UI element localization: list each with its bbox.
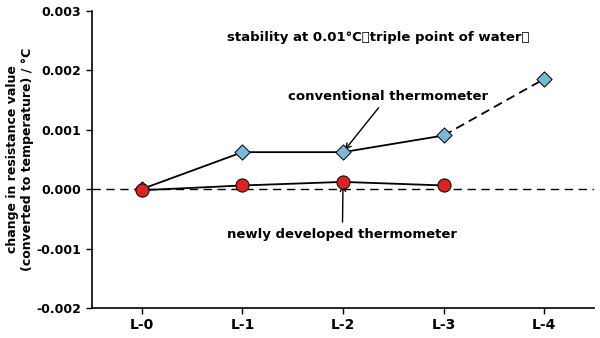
- Point: [439, 133, 448, 138]
- Point: [137, 186, 147, 192]
- Point: [539, 76, 549, 82]
- Text: conventional thermometer: conventional thermometer: [288, 90, 488, 149]
- Text: stability at 0.01°C（triple point of water）: stability at 0.01°C（triple point of wate…: [227, 31, 530, 44]
- Point: [238, 183, 247, 188]
- Point: [238, 149, 247, 155]
- Text: newly developed thermometer: newly developed thermometer: [227, 186, 457, 241]
- Point: [338, 149, 348, 155]
- Point: [439, 183, 448, 188]
- Point: [137, 188, 147, 193]
- Y-axis label: change in resistance value
(converted to temperature) / °C: change in resistance value (converted to…: [5, 48, 34, 271]
- Point: [338, 179, 348, 185]
